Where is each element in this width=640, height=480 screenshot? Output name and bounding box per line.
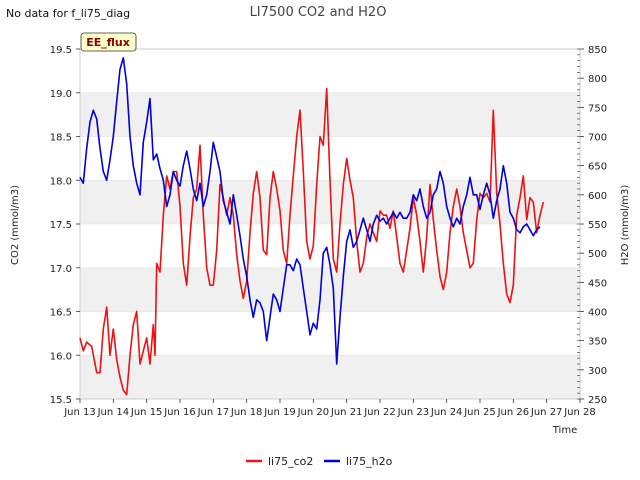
x-tick-label: Jun 27: [530, 407, 563, 418]
badge-label: EE_flux: [86, 36, 130, 49]
y-right-tick-label: 850: [588, 45, 607, 56]
y-left-tick-label: 19.5: [50, 45, 72, 56]
no-data-note: No data for f_li75_diag: [6, 7, 130, 20]
series-lines: [79, 56, 545, 396]
y-left-tick-label: 19.0: [50, 89, 72, 100]
legend: li75_co2 li75_h2o: [246, 455, 393, 468]
x-tick-label: Jun 25: [463, 407, 496, 418]
y-right-tick-label: 400: [588, 308, 607, 319]
y-axis-left-label: CO2 (mmol/m3): [10, 185, 21, 265]
y-axis-right: 250 300 350 400 450 500 550 600 650 700 750 800 850: [580, 45, 607, 406]
y-right-tick-label: 550: [588, 220, 607, 231]
x-axis: Jun 13 Jun 14 Jun 15 Jun 16 Jun 17 Jun 18 Jun …: [63, 399, 596, 418]
x-tick-label: Jun 21: [330, 407, 363, 418]
y-right-tick-label: 450: [588, 278, 607, 289]
background-band: [80, 92, 580, 137]
x-tick-label: Jun 13: [63, 407, 96, 418]
x-tick-label: Jun 17: [197, 407, 230, 418]
ee-flux-badge: EE_flux: [80, 32, 137, 52]
y-left-tick-label: 18.0: [50, 176, 72, 187]
y-right-tick-label: 300: [588, 366, 607, 377]
y-left-tick-label: 17.0: [50, 264, 72, 275]
series-line-li75_co2: [79, 87, 545, 396]
x-tick-label: Jun 22: [363, 407, 396, 418]
y-left-tick-label: 18.5: [50, 133, 72, 144]
y-right-tick-label: 800: [588, 74, 607, 85]
y-left-tick-label: 16.5: [50, 308, 72, 319]
y-right-tick-label: 750: [588, 103, 607, 114]
y-right-tick-label: 500: [588, 249, 607, 260]
legend-label-li75_h2o: li75_h2o: [346, 455, 393, 468]
y-right-tick-label: 250: [588, 395, 607, 406]
background-band: [80, 355, 580, 399]
x-tick-label: Jun 16: [163, 407, 196, 418]
x-tick-label: Jun 20: [297, 407, 330, 418]
x-tick-label: Jun 18: [230, 407, 263, 418]
x-tick-label: Jun 24: [430, 407, 463, 418]
x-tick-label: Jun 28: [563, 407, 596, 418]
x-tick-label: Jun 19: [263, 407, 296, 418]
y-axis-left: 15.5 16.0 16.5 17.0 17.5 18.0 18.5 19.0 19.5: [50, 45, 80, 406]
y-left-tick-label: 17.5: [50, 220, 72, 231]
badge-box: [80, 32, 137, 52]
y-right-tick-label: 700: [588, 133, 607, 144]
y-right-tick-label: 600: [588, 191, 607, 202]
y-left-tick-label: 16.0: [50, 351, 72, 362]
y-left-tick-label: 15.5: [50, 395, 72, 406]
chart-title: LI7500 CO2 and H2O: [250, 5, 387, 20]
x-tick-label: Jun 23: [397, 407, 430, 418]
legend-label-li75_co2: li75_co2: [268, 455, 313, 468]
x-tick-label: Jun 15: [130, 407, 163, 418]
x-tick-label: Jun 14: [97, 407, 130, 418]
background-band: [80, 267, 580, 312]
x-tick-label: Jun 26: [497, 407, 530, 418]
series-line-li75_h2o: [79, 56, 541, 365]
x-axis-label: Time: [552, 425, 577, 436]
y-right-tick-label: 350: [588, 337, 607, 348]
y-axis-right-minor-ticks: [577, 48, 580, 400]
y-axis-right-label: H2O (mmol/m3): [620, 185, 631, 266]
y-right-tick-label: 650: [588, 162, 607, 173]
